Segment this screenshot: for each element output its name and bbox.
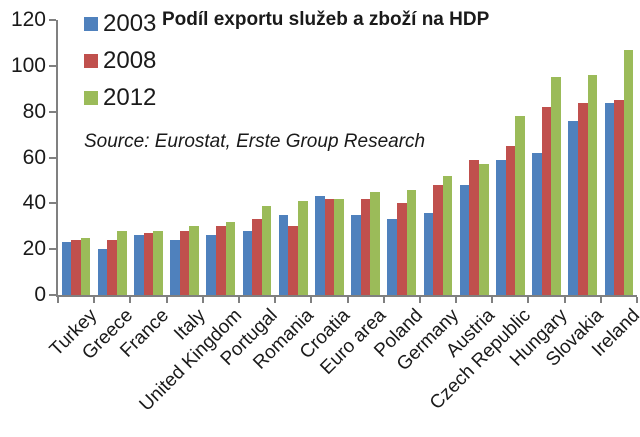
bar bbox=[541, 107, 552, 295]
bar bbox=[360, 198, 371, 295]
bar bbox=[315, 196, 325, 295]
x-tick-mark bbox=[129, 297, 132, 303]
y-axis-line bbox=[56, 20, 58, 297]
y-tick-mark bbox=[49, 64, 56, 67]
bar bbox=[587, 75, 598, 295]
chart-title: Podíl exportu služeb a zboží na HDP bbox=[162, 9, 490, 30]
bar bbox=[206, 235, 217, 295]
y-tick-mark bbox=[49, 156, 56, 159]
x-tick-mark bbox=[237, 297, 240, 303]
x-tick-mark bbox=[274, 297, 277, 303]
bar bbox=[442, 175, 453, 295]
bar bbox=[298, 201, 308, 295]
bar bbox=[478, 164, 489, 295]
bar bbox=[604, 102, 615, 295]
bar bbox=[551, 77, 561, 295]
bar bbox=[261, 205, 272, 295]
bar bbox=[614, 100, 624, 295]
legend-swatch bbox=[84, 54, 98, 68]
legend-label: 2008 bbox=[103, 47, 157, 74]
bar bbox=[324, 198, 335, 295]
x-tick-mark bbox=[382, 297, 385, 303]
bar bbox=[216, 226, 226, 295]
bar bbox=[288, 226, 298, 295]
y-tick-mark bbox=[49, 110, 56, 113]
x-tick-mark bbox=[57, 297, 59, 303]
bar bbox=[406, 189, 417, 295]
y-tick-label: 120 bbox=[10, 8, 46, 31]
y-tick-label: 80 bbox=[22, 99, 46, 123]
x-tick-mark bbox=[636, 297, 638, 303]
bar bbox=[577, 102, 588, 295]
legend-swatch bbox=[84, 91, 98, 105]
legend-label: 2003 bbox=[103, 10, 157, 37]
legend-item: 2003 bbox=[84, 12, 156, 36]
x-tick-mark bbox=[455, 297, 458, 303]
y-tick-label: 40 bbox=[22, 191, 46, 215]
bar bbox=[107, 240, 118, 295]
bar bbox=[97, 249, 108, 295]
bar bbox=[170, 240, 180, 295]
x-axis-line bbox=[56, 295, 637, 297]
bar bbox=[469, 159, 479, 295]
y-tick-label: 100 bbox=[10, 53, 46, 77]
bar bbox=[433, 185, 443, 295]
bar bbox=[423, 212, 434, 295]
bar bbox=[505, 146, 516, 295]
x-tick-mark bbox=[599, 297, 602, 303]
bar bbox=[351, 214, 361, 295]
bar bbox=[623, 49, 634, 295]
bar bbox=[153, 230, 163, 295]
bar bbox=[61, 242, 72, 295]
bar bbox=[532, 152, 542, 295]
source-note: Source: Eurostat, Erste Group Research bbox=[84, 131, 426, 152]
legend-swatch bbox=[84, 17, 98, 31]
bar bbox=[515, 116, 525, 295]
y-tick-mark bbox=[49, 294, 56, 296]
bar bbox=[459, 185, 470, 295]
bar bbox=[80, 237, 91, 295]
bar bbox=[117, 230, 127, 295]
x-tick-mark bbox=[491, 297, 494, 303]
bar bbox=[396, 203, 407, 295]
legend: 2003 2008 2012 bbox=[84, 12, 156, 110]
x-tick-mark bbox=[165, 297, 168, 303]
bar bbox=[278, 214, 289, 295]
x-tick-mark bbox=[418, 297, 421, 303]
bar bbox=[179, 230, 190, 295]
bar bbox=[225, 221, 236, 295]
legend-label: 2012 bbox=[103, 84, 157, 111]
bar bbox=[252, 219, 262, 295]
y-tick-label: 0 bbox=[34, 283, 46, 306]
y-tick-label: 60 bbox=[22, 145, 46, 169]
x-tick-mark bbox=[527, 297, 530, 303]
bar bbox=[143, 233, 154, 295]
bar bbox=[495, 159, 506, 295]
bar bbox=[189, 226, 200, 295]
x-tick-mark bbox=[310, 297, 313, 303]
bar bbox=[242, 230, 253, 295]
y-tick-mark bbox=[49, 202, 56, 205]
bar bbox=[334, 198, 344, 295]
bar bbox=[370, 191, 380, 295]
legend-item: 2012 bbox=[84, 86, 156, 110]
y-tick-label: 20 bbox=[22, 237, 46, 261]
x-tick-mark bbox=[563, 297, 566, 303]
bar bbox=[134, 235, 144, 295]
x-tick-mark bbox=[93, 297, 96, 303]
legend-item: 2008 bbox=[84, 49, 156, 73]
bar bbox=[568, 120, 578, 295]
x-tick-mark bbox=[201, 297, 204, 303]
x-tick-mark bbox=[346, 297, 349, 303]
bar bbox=[71, 240, 81, 295]
y-tick-mark bbox=[49, 248, 56, 251]
y-tick-mark bbox=[49, 19, 56, 21]
bar bbox=[387, 219, 397, 295]
